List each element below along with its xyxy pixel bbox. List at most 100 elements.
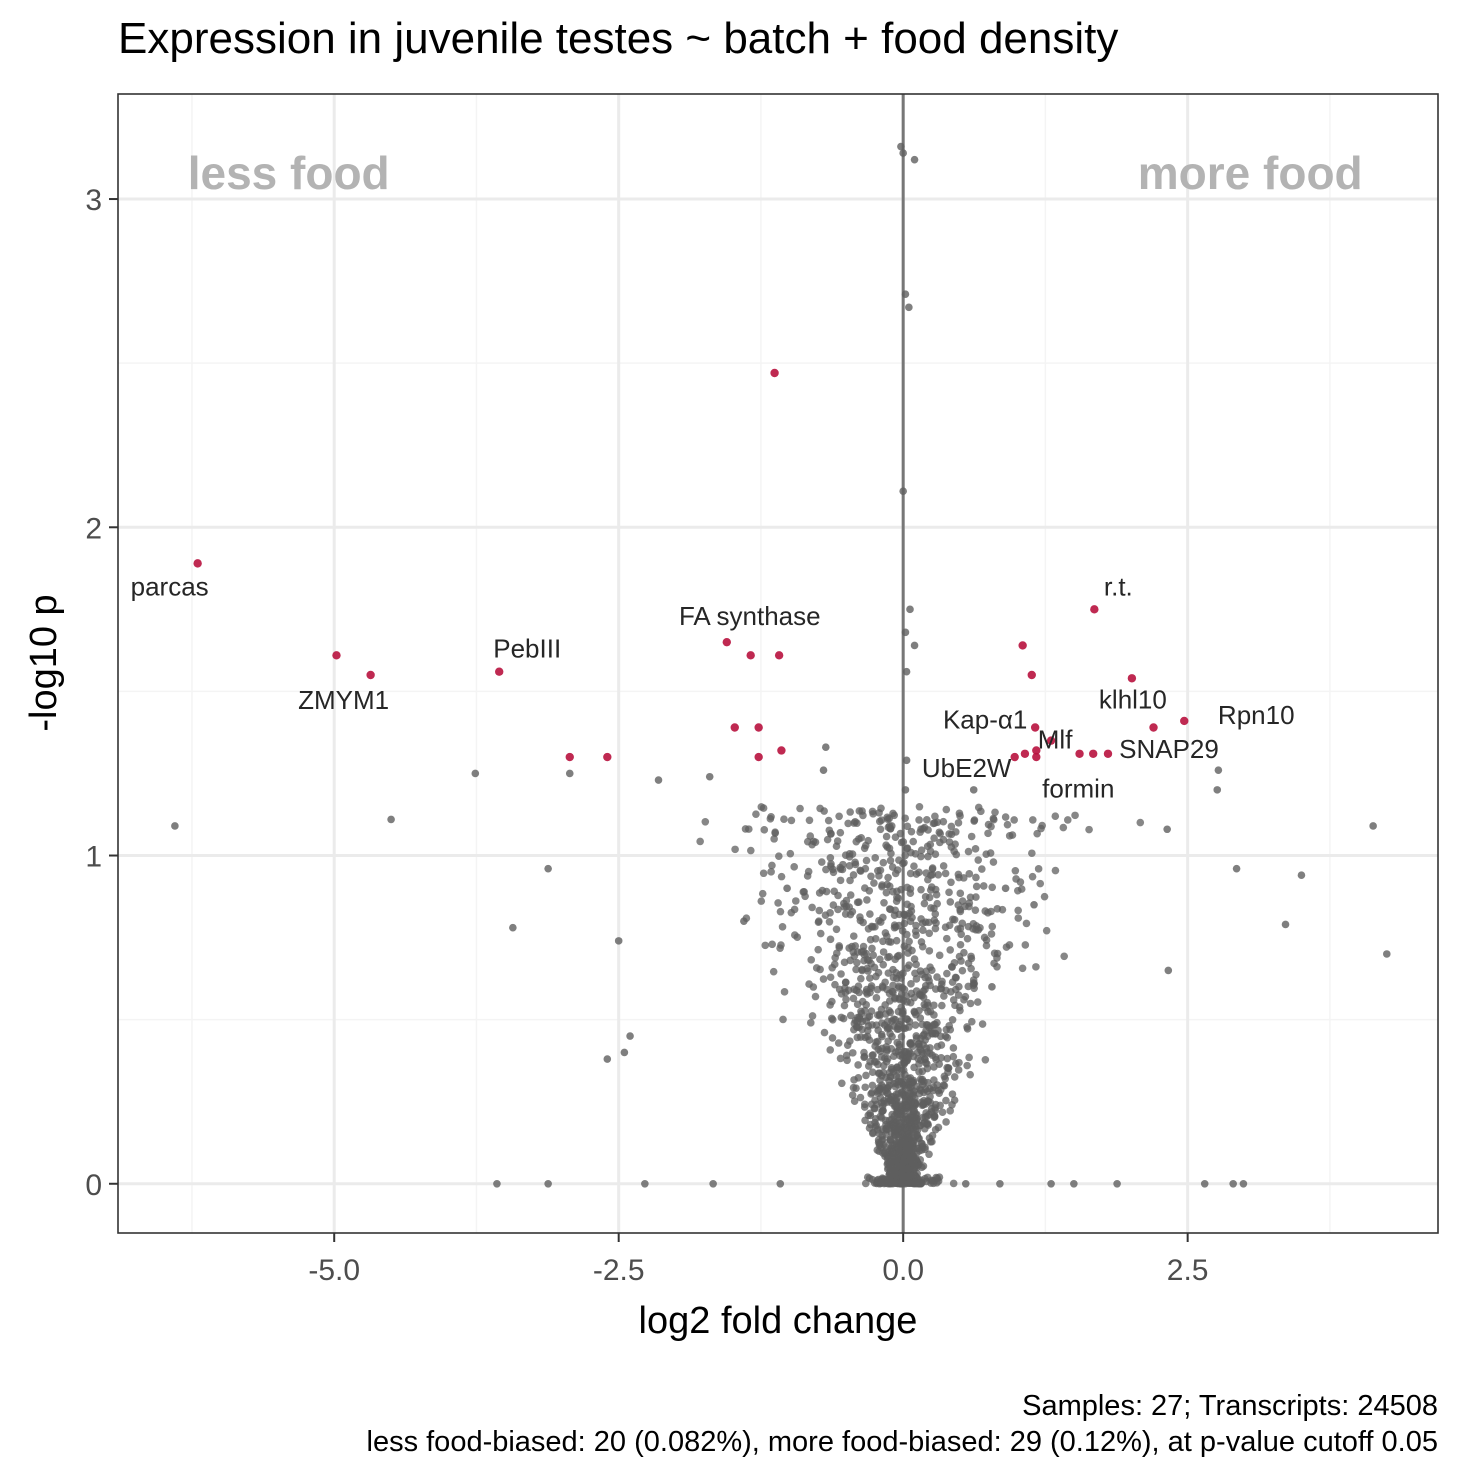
background-point xyxy=(893,1066,901,1074)
background-point xyxy=(860,1048,868,1057)
x-tick-label: 2.5 xyxy=(1167,1254,1209,1287)
background-point xyxy=(949,996,958,1004)
background-point xyxy=(904,949,912,957)
background-point xyxy=(792,897,800,905)
background-point xyxy=(987,907,995,916)
background-point xyxy=(955,873,963,882)
background-point xyxy=(893,1094,901,1102)
significant-point xyxy=(774,651,784,660)
background-point xyxy=(866,910,874,918)
background-point xyxy=(861,1179,870,1188)
background-point xyxy=(811,992,820,1001)
grid-lines xyxy=(118,94,1438,1233)
background-point xyxy=(890,1052,898,1061)
background-point xyxy=(886,905,895,914)
background-point xyxy=(1040,892,1049,901)
background-point xyxy=(1232,864,1241,873)
background-point xyxy=(923,1119,932,1128)
background-point xyxy=(1382,950,1391,958)
background-point xyxy=(998,905,1007,914)
background-point xyxy=(883,932,891,940)
background-point xyxy=(856,1093,865,1102)
background-point xyxy=(870,879,878,887)
background-point xyxy=(836,876,845,885)
significant-point xyxy=(366,670,375,680)
background-point xyxy=(925,929,934,938)
background-point xyxy=(993,954,1001,962)
significant-point xyxy=(1103,749,1113,758)
background-point xyxy=(949,1044,958,1052)
background-point xyxy=(1036,879,1045,888)
chart-title: Expression in juvenile testes ~ batch + … xyxy=(118,14,1119,63)
background-point xyxy=(856,867,865,875)
background-point xyxy=(895,951,903,960)
background-point xyxy=(926,840,935,849)
background-point xyxy=(965,1053,973,1062)
background-point xyxy=(875,817,884,826)
background-point xyxy=(924,826,932,834)
background-point xyxy=(917,846,926,854)
background-point xyxy=(1164,966,1173,975)
background-point xyxy=(932,890,941,899)
background-point xyxy=(1163,825,1171,834)
background-point xyxy=(834,1039,843,1047)
background-point xyxy=(899,1009,907,1018)
background-point xyxy=(837,1013,846,1022)
background-point xyxy=(874,1045,882,1054)
background-point xyxy=(882,1120,890,1129)
background-point xyxy=(972,873,980,882)
background-point xyxy=(849,994,858,1003)
background-point xyxy=(924,973,932,982)
background-point xyxy=(889,981,897,990)
background-point xyxy=(701,817,710,826)
background-point xyxy=(808,903,816,912)
significant-point xyxy=(1046,736,1056,745)
background-point xyxy=(925,893,934,902)
background-point xyxy=(852,1022,861,1031)
background-point xyxy=(879,1068,888,1077)
background-point xyxy=(933,899,942,908)
background-point xyxy=(853,1033,862,1042)
background-point xyxy=(1030,900,1038,909)
background-point xyxy=(930,819,939,827)
background-point xyxy=(884,1017,892,1026)
background-point xyxy=(836,828,845,837)
background-point xyxy=(928,864,937,872)
background-point xyxy=(1071,811,1079,820)
background-point xyxy=(855,898,863,906)
background-point xyxy=(1029,816,1037,824)
x-tick-label: -5.0 xyxy=(308,1254,360,1287)
background-point xyxy=(903,844,911,853)
background-point xyxy=(884,1177,893,1185)
background-point xyxy=(1001,813,1010,821)
background-point xyxy=(805,816,814,825)
background-point xyxy=(768,861,776,870)
background-point xyxy=(878,982,887,990)
background-point xyxy=(893,1038,902,1047)
background-point xyxy=(1113,1179,1121,1188)
background-point xyxy=(986,849,995,857)
background-point xyxy=(910,1098,919,1107)
background-point xyxy=(922,1021,931,1029)
background-point xyxy=(876,825,885,834)
background-point xyxy=(387,815,395,824)
background-point xyxy=(909,837,918,846)
background-point xyxy=(884,969,893,977)
background-point xyxy=(509,923,517,932)
background-point xyxy=(865,886,874,895)
background-point xyxy=(988,922,997,931)
background-point xyxy=(900,942,909,951)
background-point xyxy=(910,1163,919,1171)
background-point xyxy=(835,812,843,821)
background-point xyxy=(841,851,850,860)
background-point xyxy=(883,880,891,889)
background-point xyxy=(950,1073,959,1081)
background-point xyxy=(958,966,967,975)
caption-line-1: Samples: 27; Transcripts: 24508 xyxy=(1022,1390,1438,1422)
significant-point xyxy=(1018,641,1027,650)
plot-panel-border xyxy=(117,93,1439,1234)
background-point xyxy=(852,837,861,846)
background-point xyxy=(863,896,871,904)
background-point xyxy=(910,862,918,871)
background-point xyxy=(941,1074,950,1083)
